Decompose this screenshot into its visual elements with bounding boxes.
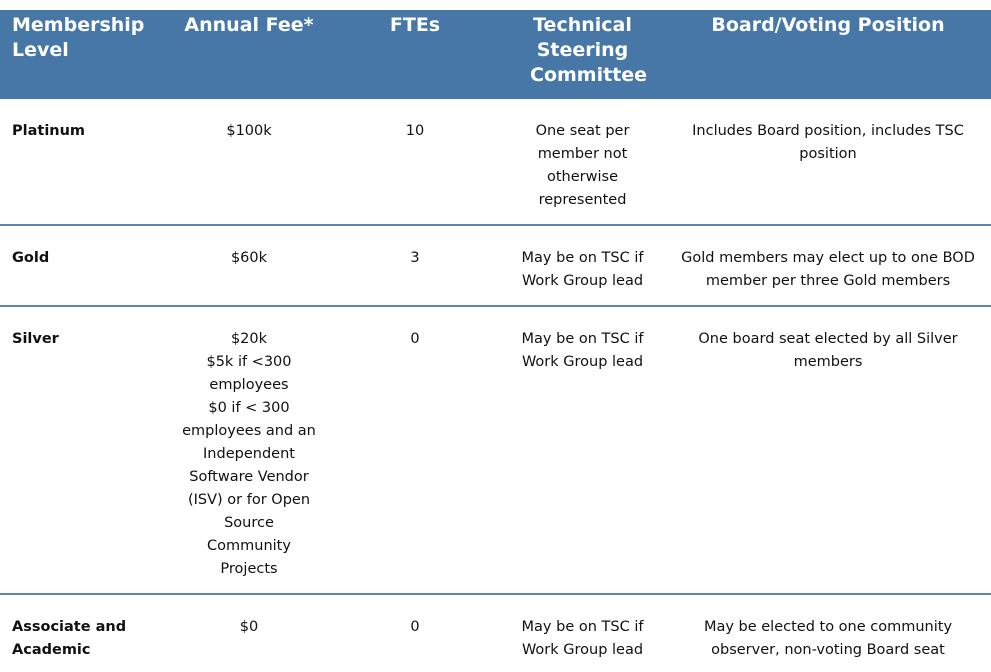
fee-cell: $0 <box>168 594 330 668</box>
tsc-cell: One seat per member not otherwise repres… <box>500 99 665 226</box>
tsc-cell: May be on TSC if Work Group lead <box>500 225 665 307</box>
header-annual-fee: Annual Fee* <box>168 10 330 99</box>
ftes-cell: 10 <box>330 99 500 226</box>
fee-line: $0 if < 300 employees and an Independent… <box>182 400 316 577</box>
header-row: Membership Level Annual Fee* FTEs Techni… <box>0 10 991 99</box>
fee-cell: $60k <box>168 225 330 307</box>
board-cell: May be elected to one community observer… <box>703 619 953 658</box>
ftes-cell: 0 <box>410 619 420 635</box>
tsc-cell: May be on TSC if Work Group lead <box>500 306 665 595</box>
table-row-silver: Silver $20k $5k if <300 employees $0 if … <box>0 306 991 595</box>
level-cell: Silver <box>0 306 168 595</box>
table-row-gold: Gold $60k 3 May be on TSC if Work Group … <box>0 225 991 307</box>
header-tsc: Technical Steering Committee <box>500 10 665 99</box>
header-board-voting: Board/Voting Position <box>665 10 991 99</box>
fee-cell: $100k <box>168 99 330 226</box>
board-cell: Includes Board position, includes TSC po… <box>665 99 991 226</box>
table-row-associate-academic: Associate and Academic $0 0 May be on TS… <box>0 594 991 668</box>
fee-line: $0 <box>239 619 259 635</box>
fee-cell: $20k $5k if <300 employees $0 if < 300 e… <box>168 306 330 595</box>
table-row-platinum: Platinum $100k 10 One seat per member no… <box>0 99 991 226</box>
ftes-cell: 0 <box>330 306 500 595</box>
membership-table: Membership Level Annual Fee* FTEs Techni… <box>0 10 991 668</box>
fee-line: $5k if <300 employees <box>206 354 292 393</box>
board-cell: One board seat elected by all Silver mem… <box>665 306 991 595</box>
fee-line: $20k <box>230 331 268 347</box>
fee-line: $60k <box>230 250 268 266</box>
ftes-cell: 3 <box>330 225 500 307</box>
board-cell: Gold members may elect up to one BOD mem… <box>665 225 991 307</box>
level-cell: Platinum <box>0 99 168 226</box>
header-ftes: FTEs <box>330 10 500 99</box>
tsc-cell: May be on TSC if Work Group lead <box>521 619 644 658</box>
header-membership-level: Membership Level <box>0 10 168 99</box>
level-cell: Gold <box>0 225 168 307</box>
level-cell: Associate and Academic <box>12 619 127 658</box>
fee-line: $100k <box>226 123 272 139</box>
